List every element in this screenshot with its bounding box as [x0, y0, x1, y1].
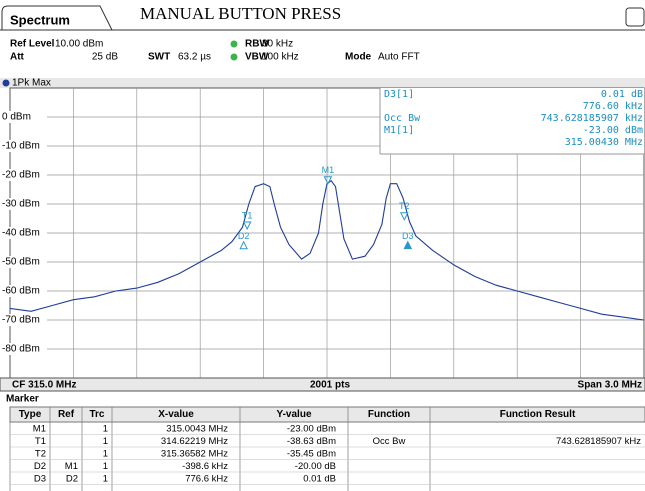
table-cell: -398.6 kHz: [182, 461, 228, 472]
trace-bar: [0, 78, 645, 88]
table-cell: 776.6 kHz: [185, 473, 228, 484]
setting-value: 30 kHz: [262, 39, 293, 50]
y-tick-bg: [1, 227, 47, 239]
footer-right: Span 3.0 MHz: [578, 380, 642, 391]
table-title: Marker: [6, 394, 39, 405]
table-cell: D2: [34, 461, 46, 472]
table-cell: D3: [34, 473, 46, 484]
y-tick-label: -70 dBm: [2, 315, 40, 326]
column-header: X-value: [158, 409, 194, 420]
marker-info-value: 743.628185907 kHz: [541, 113, 643, 124]
y-tick-bg: [1, 256, 47, 268]
table-cell: 315.0043 MHz: [166, 423, 228, 434]
column-header: Y-value: [276, 409, 311, 420]
menu-button[interactable]: [625, 7, 645, 27]
marker-info-name: Occ Bw: [384, 113, 421, 124]
setting-label: VBW: [245, 52, 269, 63]
marker: [400, 212, 409, 221]
table-cell: 1: [103, 423, 108, 434]
marker: [403, 240, 413, 250]
y-tick-label: -30 dBm: [2, 199, 40, 210]
setting-label: Att: [10, 52, 25, 63]
marker: [239, 240, 248, 250]
marker-info-name: D3[1]: [384, 89, 414, 100]
y-tick-bg: [1, 198, 47, 210]
table-cell: M1: [33, 423, 46, 434]
table-cell: 743.628185907 kHz: [556, 436, 641, 447]
table-cell: -23.00 dBm: [287, 423, 336, 434]
marker-info-bg: [380, 88, 644, 154]
setting-value: 63.2 µs: [178, 52, 211, 63]
y-tick-bg: [1, 314, 47, 326]
table-cell: 314.62219 MHz: [161, 436, 228, 447]
footer-bar: [0, 377, 645, 392]
marker-label: T1: [242, 210, 253, 220]
table-cell: 1: [103, 436, 108, 447]
table-cell: 1: [103, 461, 108, 472]
y-tick-bg: [1, 285, 47, 297]
table-cell: 0.01 dB: [303, 473, 336, 484]
y-tick-bg: [1, 343, 47, 355]
column-header: Trc: [89, 409, 104, 420]
trace-dot: [2, 79, 10, 87]
y-tick-bg: [1, 111, 47, 123]
table-cell: -38.63 dBm: [287, 436, 336, 447]
marker: [323, 176, 333, 185]
setting-value: 25 dB: [92, 52, 118, 63]
column-header: Function: [368, 409, 410, 420]
title: MANUAL BUTTON PRESS: [140, 4, 341, 23]
setting-label: RBW: [245, 39, 269, 50]
marker-label: D2: [238, 231, 250, 241]
marker: [242, 221, 252, 231]
setting-value: 10.00 dBm: [55, 39, 103, 50]
marker-info-name: M1[1]: [384, 125, 414, 136]
table-cell: -20.00 dB: [295, 461, 336, 472]
table-cell: T2: [35, 448, 46, 459]
y-tick-label: -40 dBm: [2, 228, 40, 239]
table-cell: Occ Bw: [373, 436, 406, 447]
table-cell: 1: [103, 473, 108, 484]
setting-label: SWT: [148, 52, 170, 63]
status-dot: [230, 53, 238, 61]
column-header: Function Result: [500, 409, 576, 420]
y-tick-bg: [1, 169, 47, 181]
status-dot: [230, 40, 238, 48]
y-tick-label: -50 dBm: [2, 257, 40, 268]
marker-info-value: 315.00430 MHz: [565, 137, 643, 148]
y-tick-label: -10 dBm: [2, 141, 40, 152]
setting-value: 100 kHz: [262, 52, 299, 63]
y-tick-bg: [1, 140, 47, 152]
y-tick-label: 0 dBm: [2, 112, 31, 123]
column-header: Type: [19, 409, 42, 420]
table-cell: D2: [66, 473, 78, 484]
table-cell: M1: [65, 461, 78, 472]
marker-info-value: -23.00 dBm: [583, 125, 643, 136]
marker-info-value: 0.01 dB: [601, 89, 643, 100]
trace-label: 1Pk Max: [12, 78, 51, 89]
marker-label: D3: [402, 231, 414, 241]
footer-center: 2001 pts: [310, 380, 350, 391]
tab[interactable]: [1, 5, 113, 31]
y-tick-label: -60 dBm: [2, 286, 40, 297]
setting-label: Ref Level: [10, 39, 55, 50]
table-cell: 315.36582 MHz: [161, 448, 228, 459]
column-header: Ref: [58, 409, 75, 420]
table-cell: 1: [103, 448, 108, 459]
marker-label: T2: [399, 201, 410, 211]
setting-label: Mode: [345, 52, 372, 63]
marker-label: M1: [322, 165, 335, 175]
y-tick-label: -20 dBm: [2, 170, 40, 181]
table-cell: T1: [35, 436, 46, 447]
y-tick-label: -80 dBm: [2, 344, 40, 355]
footer-left: CF 315.0 MHz: [12, 380, 76, 391]
setting-value: Auto FFT: [378, 52, 420, 63]
table-cell: -35.45 dBm: [287, 448, 336, 459]
marker-info-value: 776.60 kHz: [583, 101, 643, 112]
tab-label[interactable]: Spectrum: [10, 12, 70, 27]
